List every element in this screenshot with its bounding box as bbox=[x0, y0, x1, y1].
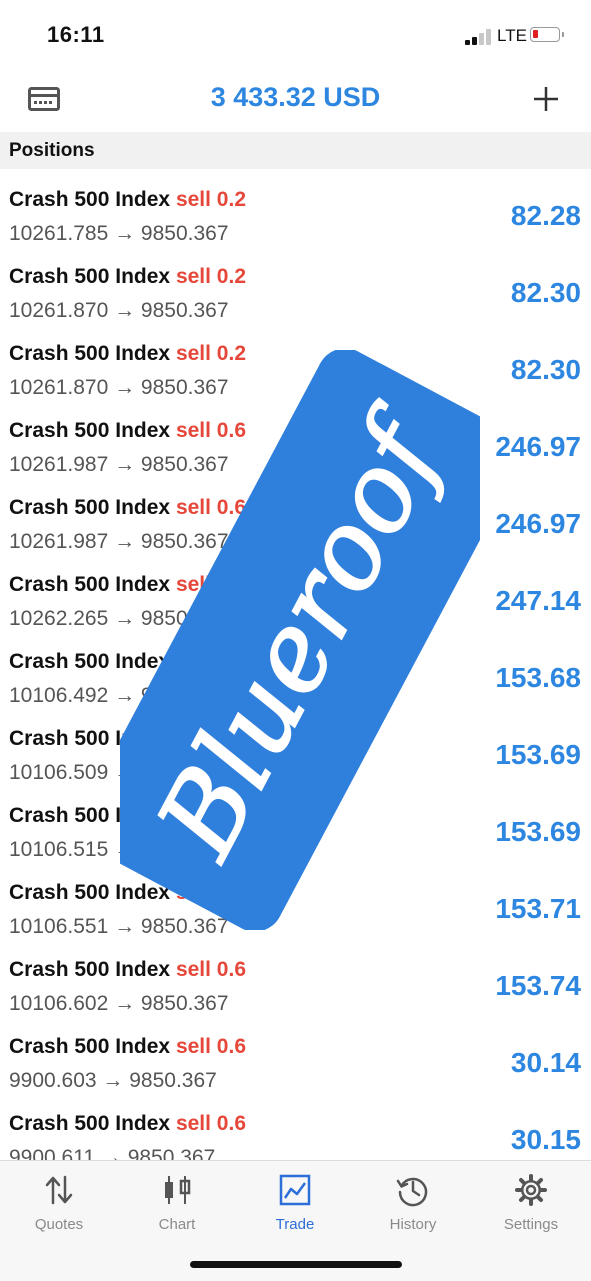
positions-title: Positions bbox=[9, 140, 95, 161]
header: 3 433.32 USD bbox=[0, 68, 591, 130]
position-profit: 247.14 bbox=[495, 585, 581, 616]
position-row[interactable]: Crash 500 Index sell 0.6 9900.611 → 9850… bbox=[0, 1102, 591, 1160]
position-side: sell 0.6 bbox=[175, 573, 246, 596]
position-profit: 153.74 bbox=[495, 970, 581, 1001]
position-profit: 246.97 bbox=[495, 431, 581, 462]
trade-icon bbox=[279, 1174, 311, 1206]
cellular-signal-icon bbox=[465, 29, 493, 45]
position-prices: 10261.870 → 9850.367 bbox=[9, 376, 229, 399]
position-prices: 10261.987 → 9850.367 bbox=[9, 530, 229, 553]
position-row[interactable]: Crash 500 Index sell 0.6 10261.987 → 985… bbox=[0, 409, 591, 486]
position-symbol: Crash 500 Index bbox=[9, 188, 171, 211]
position-symbol: Crash 500 Index bbox=[9, 881, 171, 904]
tab-quotes[interactable]: Quotes bbox=[4, 1173, 114, 1243]
battery-icon bbox=[530, 27, 564, 42]
position-symbol: Crash 500 Index bbox=[9, 804, 171, 827]
position-side: sell 0.6 bbox=[175, 496, 246, 519]
position-profit: 82.30 bbox=[510, 277, 581, 308]
position-profit: 30.15 bbox=[510, 1124, 581, 1155]
position-symbol: Crash 500 Index bbox=[9, 650, 171, 673]
position-side: sell 0.6 bbox=[175, 727, 246, 750]
position-side: sell 0.6 bbox=[175, 1112, 246, 1135]
status-bar: 16:11 LTE bbox=[0, 0, 591, 68]
tab-bar: Quotes Chart Trade History bbox=[0, 1160, 591, 1281]
tab-history[interactable]: History bbox=[358, 1173, 468, 1243]
position-profit: 153.69 bbox=[495, 816, 581, 847]
position-prices: 10106.515 → 9850.367 bbox=[9, 838, 229, 861]
position-row[interactable]: Crash 500 Index sell 0.6 10106.551 → 985… bbox=[0, 871, 591, 948]
position-symbol: Crash 500 Index bbox=[9, 342, 171, 365]
history-icon bbox=[396, 1177, 428, 1207]
position-symbol: Crash 500 Index bbox=[9, 1035, 171, 1058]
position-prices: 10106.551 → 9850.367 bbox=[9, 915, 229, 938]
position-prices: 10261.987 → 9850.367 bbox=[9, 453, 229, 476]
tab-settings-label: Settings bbox=[503, 1216, 559, 1233]
tab-settings[interactable]: Settings bbox=[476, 1173, 586, 1243]
position-symbol: Crash 500 Index bbox=[9, 1112, 171, 1135]
position-profit: 153.69 bbox=[495, 739, 581, 770]
tab-history-label: History bbox=[389, 1216, 437, 1233]
position-row[interactable]: Crash 500 Index sell 0.6 10106.515 → 985… bbox=[0, 794, 591, 871]
position-symbol: Crash 500 Index bbox=[9, 727, 171, 750]
position-side: sell 0.2 bbox=[175, 342, 246, 365]
position-row[interactable]: Crash 500 Index sell 0.6 10261.987 → 985… bbox=[0, 486, 591, 563]
position-row[interactable]: Crash 500 Index sell 0.6 10262.265 → 985… bbox=[0, 563, 591, 640]
position-prices: 9900.611 → 9850.367 bbox=[9, 1146, 216, 1160]
position-prices: 10106.602 → 9850.367 bbox=[9, 992, 229, 1015]
position-symbol: Crash 500 Index bbox=[9, 496, 171, 519]
position-symbol: Crash 500 Index bbox=[9, 958, 171, 981]
tab-chart[interactable]: Chart bbox=[122, 1173, 232, 1243]
position-side: sell 0.6 bbox=[175, 419, 246, 442]
position-prices: 10106.509 → 9850.367 bbox=[9, 761, 229, 784]
position-side: sell 0.6 bbox=[175, 881, 246, 904]
position-prices: 10261.785 → 9850.367 bbox=[9, 222, 229, 245]
card-icon[interactable] bbox=[28, 87, 60, 111]
account-balance: 3 433.32 USD bbox=[210, 82, 381, 112]
position-row[interactable]: Crash 500 Index sell 0.6 10106.492 → 985… bbox=[0, 640, 591, 717]
status-time: 16:11 bbox=[47, 22, 105, 47]
position-row[interactable]: Crash 500 Index sell 0.6 9900.603 → 9850… bbox=[0, 1025, 591, 1102]
position-side: sell 0.2 bbox=[175, 265, 246, 288]
position-prices: 10261.870 → 9850.367 bbox=[9, 299, 229, 322]
plus-icon[interactable] bbox=[532, 85, 560, 113]
position-row[interactable]: Crash 500 Index sell 0.2 10261.870 → 985… bbox=[0, 255, 591, 332]
positions-list: Crash 500 Index sell 0.2 10261.785 → 985… bbox=[0, 178, 591, 1160]
position-prices: 10106.492 → 9850.367 bbox=[9, 684, 229, 707]
position-side: sell 0.2 bbox=[175, 188, 246, 211]
position-prices: 10262.265 → 9850.367 bbox=[9, 607, 229, 630]
position-profit: 82.28 bbox=[510, 200, 581, 231]
settings-icon bbox=[515, 1174, 547, 1206]
position-side: sell 0.6 bbox=[175, 958, 246, 981]
position-side: sell 0.6 bbox=[175, 650, 246, 673]
position-side: sell 0.6 bbox=[175, 804, 246, 827]
position-row[interactable]: Crash 500 Index sell 0.6 10106.509 → 985… bbox=[0, 717, 591, 794]
positions-header: Positions bbox=[0, 132, 591, 169]
position-profit: 246.97 bbox=[495, 508, 581, 539]
tab-chart-label: Chart bbox=[158, 1216, 196, 1233]
position-row[interactable]: Crash 500 Index sell 0.6 10106.602 → 985… bbox=[0, 948, 591, 1025]
position-row[interactable]: Crash 500 Index sell 0.2 10261.870 → 985… bbox=[0, 332, 591, 409]
quotes-icon bbox=[45, 1175, 73, 1205]
tab-quotes-label: Quotes bbox=[34, 1216, 84, 1233]
position-profit: 30.14 bbox=[510, 1047, 581, 1078]
position-profit: 82.30 bbox=[510, 354, 581, 385]
position-symbol: Crash 500 Index bbox=[9, 573, 171, 596]
position-profit: 153.68 bbox=[495, 662, 581, 693]
position-prices: 9900.603 → 9850.367 bbox=[9, 1069, 217, 1092]
chart-icon bbox=[165, 1176, 191, 1204]
position-profit: 153.71 bbox=[495, 893, 581, 924]
position-side: sell 0.6 bbox=[175, 1035, 246, 1058]
home-indicator bbox=[190, 1261, 402, 1268]
network-type: LTE bbox=[497, 26, 527, 45]
position-symbol: Crash 500 Index bbox=[9, 419, 171, 442]
position-symbol: Crash 500 Index bbox=[9, 265, 171, 288]
position-row[interactable]: Crash 500 Index sell 0.2 10261.785 → 985… bbox=[0, 178, 591, 255]
tab-trade-label: Trade bbox=[275, 1216, 315, 1233]
tab-trade[interactable]: Trade bbox=[240, 1173, 350, 1243]
